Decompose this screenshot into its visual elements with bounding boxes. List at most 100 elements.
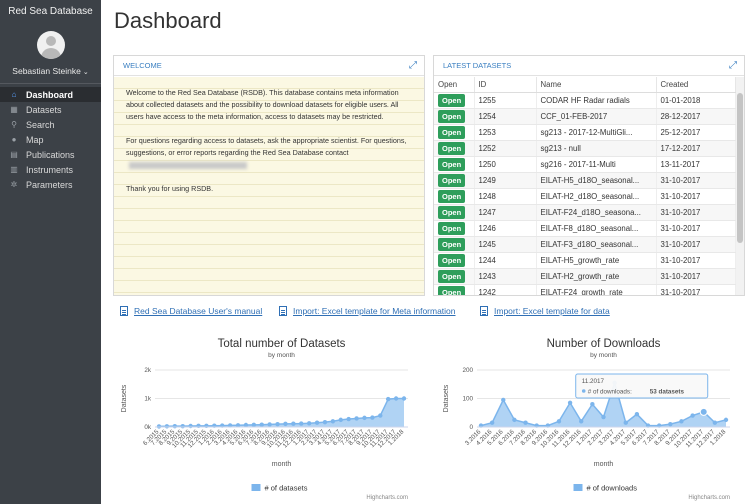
- data-point[interactable]: [501, 397, 506, 403]
- legend-label[interactable]: # of datasets: [265, 484, 308, 493]
- data-point[interactable]: [164, 424, 170, 429]
- open-button[interactable]: Open: [438, 221, 466, 235]
- data-point[interactable]: [243, 422, 249, 428]
- cell-id: 1252: [474, 140, 537, 157]
- sidebar-item-instruments[interactable]: ▥ Instruments: [0, 162, 101, 177]
- open-button[interactable]: Open: [438, 109, 466, 123]
- meta-template-link[interactable]: Import: Excel template for Meta informat…: [279, 306, 456, 316]
- data-point[interactable]: [275, 421, 280, 427]
- expand-icon[interactable]: ⤢: [729, 60, 737, 71]
- data-point[interactable]: [623, 420, 628, 425]
- data-point[interactable]: [299, 421, 304, 426]
- data-point[interactable]: [590, 402, 595, 407]
- cell-created: 31-10-2017: [656, 204, 736, 221]
- data-point[interactable]: [601, 414, 606, 420]
- open-button[interactable]: Open: [438, 157, 466, 171]
- data-point[interactable]: [338, 417, 343, 423]
- cell-name: EILAT-H5_d18O_seasonal...: [536, 172, 657, 189]
- open-cell: Open: [434, 156, 475, 173]
- data-template-link[interactable]: Import: Excel template for data: [480, 306, 610, 316]
- data-point[interactable]: [330, 419, 336, 424]
- data-point[interactable]: [489, 420, 495, 425]
- sidebar-item-label: Datasets: [26, 104, 62, 115]
- data-point[interactable]: [723, 417, 729, 423]
- data-point[interactable]: [346, 416, 351, 422]
- table-row: Open 1247 EILAT-F24_d18O_seasona... 31-10-2…: [434, 204, 736, 221]
- data-point[interactable]: [634, 411, 640, 417]
- data-point[interactable]: [172, 423, 178, 429]
- data-point[interactable]: [362, 415, 367, 421]
- data-point[interactable]: [235, 423, 241, 428]
- data-point[interactable]: [668, 421, 673, 427]
- data-point[interactable]: [690, 413, 695, 418]
- tooltip-title: 11.2017: [582, 378, 605, 385]
- open-button[interactable]: Open: [438, 237, 466, 251]
- data-point[interactable]: [378, 413, 383, 418]
- document-icon: [480, 306, 488, 316]
- data-point[interactable]: [314, 420, 320, 425]
- open-cell: Open: [434, 140, 475, 157]
- sidebar-item-publications[interactable]: ▤ Publications: [0, 147, 101, 162]
- sidebar-item-search[interactable]: ⚲ Search: [0, 117, 101, 132]
- user-menu[interactable]: Sebastian Steinke ⌄: [0, 66, 101, 76]
- open-button[interactable]: Open: [438, 269, 466, 283]
- sidebar-item-parameters[interactable]: ✲ Parameters: [0, 177, 101, 192]
- table-row: Open 1243 EILAT-H2_growth_rate 31-10-2017: [434, 268, 736, 285]
- data-point[interactable]: [385, 396, 391, 402]
- data-point[interactable]: [283, 421, 288, 427]
- table-row: Open 1253 sg213 - 2017-12-MultiGli... 25-12…: [434, 124, 736, 141]
- open-button[interactable]: Open: [438, 173, 466, 187]
- legend-swatch[interactable]: [251, 484, 261, 491]
- open-button[interactable]: Open: [438, 93, 466, 107]
- legend-label[interactable]: # of downloads: [587, 484, 638, 493]
- column-header-name[interactable]: Name: [536, 77, 657, 93]
- legend-swatch[interactable]: [573, 484, 583, 491]
- data-point[interactable]: [556, 419, 562, 424]
- data-point[interactable]: [579, 419, 584, 424]
- data-point[interactable]: [156, 424, 162, 429]
- chart-credit[interactable]: Highcharts.com: [688, 495, 730, 501]
- data-point[interactable]: [180, 423, 185, 429]
- data-point[interactable]: [291, 421, 296, 426]
- data-point[interactable]: [393, 396, 399, 401]
- data-point[interactable]: [251, 422, 257, 428]
- sidebar-item-dashboard[interactable]: ⌂ Dashboard: [0, 87, 101, 102]
- data-point[interactable]: [712, 420, 718, 425]
- data-point[interactable]: [188, 423, 193, 429]
- data-point[interactable]: [370, 415, 375, 420]
- table-scrollbar[interactable]: [736, 77, 744, 295]
- open-button[interactable]: Open: [438, 125, 466, 139]
- cell-created: 25-12-2017: [656, 124, 736, 141]
- scrollbar-thumb[interactable]: [737, 93, 743, 243]
- sidebar-item-label: Map: [26, 134, 44, 145]
- welcome-panel-title: WELCOME: [123, 61, 162, 70]
- data-point[interactable]: [322, 419, 328, 425]
- column-header-id[interactable]: ID: [474, 77, 537, 93]
- data-point[interactable]: [354, 416, 359, 421]
- data-point[interactable]: [512, 417, 517, 423]
- data-point[interactable]: [259, 422, 264, 427]
- column-header-open[interactable]: Open: [434, 77, 475, 93]
- expand-icon[interactable]: ⤢: [409, 60, 417, 71]
- open-button[interactable]: Open: [438, 141, 466, 155]
- avatar[interactable]: [36, 31, 65, 59]
- sidebar-item-map[interactable]: ● Map: [0, 132, 101, 147]
- open-cell: Open: [434, 172, 475, 189]
- data-point[interactable]: [306, 421, 312, 426]
- open-button[interactable]: Open: [438, 253, 466, 267]
- column-header-created[interactable]: Created: [656, 77, 736, 93]
- data-point[interactable]: [523, 420, 528, 425]
- y-tick-label: 0: [469, 424, 473, 431]
- data-point[interactable]: [567, 400, 573, 405]
- open-button[interactable]: Open: [438, 205, 466, 219]
- sidebar-item-datasets[interactable]: ▦ Datasets: [0, 102, 101, 117]
- user-manual-link[interactable]: Red Sea Database User's manual: [120, 306, 262, 316]
- data-point[interactable]: [267, 422, 272, 427]
- data-point[interactable]: [401, 396, 407, 401]
- table-row: Open 1254 CCF_01-FEB-2017 28-12-2017: [434, 108, 736, 125]
- open-button[interactable]: Open: [438, 189, 466, 203]
- open-button[interactable]: Open: [438, 285, 466, 295]
- chart-credit[interactable]: Highcharts.com: [366, 495, 408, 501]
- data-point[interactable]: [679, 419, 684, 424]
- cell-id: 1250: [474, 156, 537, 173]
